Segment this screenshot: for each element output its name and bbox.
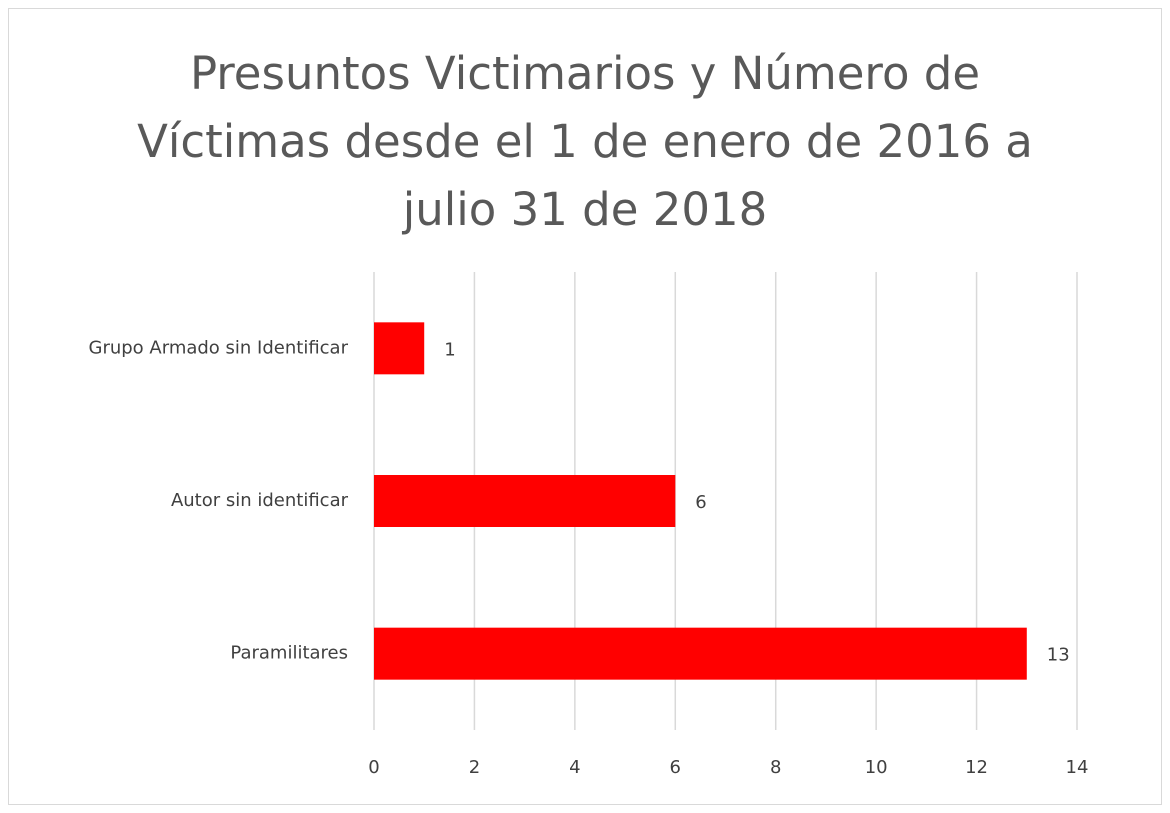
bar bbox=[374, 627, 1027, 680]
chart-title: Presuntos Victimarios y Número de Víctim… bbox=[137, 47, 1033, 236]
x-tick-label: 6 bbox=[670, 757, 681, 778]
data-label: 13 bbox=[1047, 645, 1070, 666]
y-tick-label: Paramilitares bbox=[230, 643, 348, 664]
y-tick-label: Autor sin identificar bbox=[171, 490, 349, 511]
x-tick-label: 8 bbox=[770, 757, 781, 778]
x-tick-label: 0 bbox=[368, 757, 379, 778]
x-tick-label: 14 bbox=[1066, 757, 1089, 778]
bar bbox=[374, 322, 425, 375]
x-tick-label: 12 bbox=[965, 757, 988, 778]
chart-frame bbox=[8, 8, 1162, 805]
y-tick-label: Grupo Armado sin Identificar bbox=[89, 337, 349, 358]
x-tick-label: 4 bbox=[569, 757, 580, 778]
x-tick-label: 10 bbox=[865, 757, 888, 778]
data-label: 6 bbox=[695, 492, 706, 513]
bar bbox=[374, 475, 676, 527]
data-label: 1 bbox=[444, 339, 455, 360]
x-tick-label: 2 bbox=[469, 757, 480, 778]
